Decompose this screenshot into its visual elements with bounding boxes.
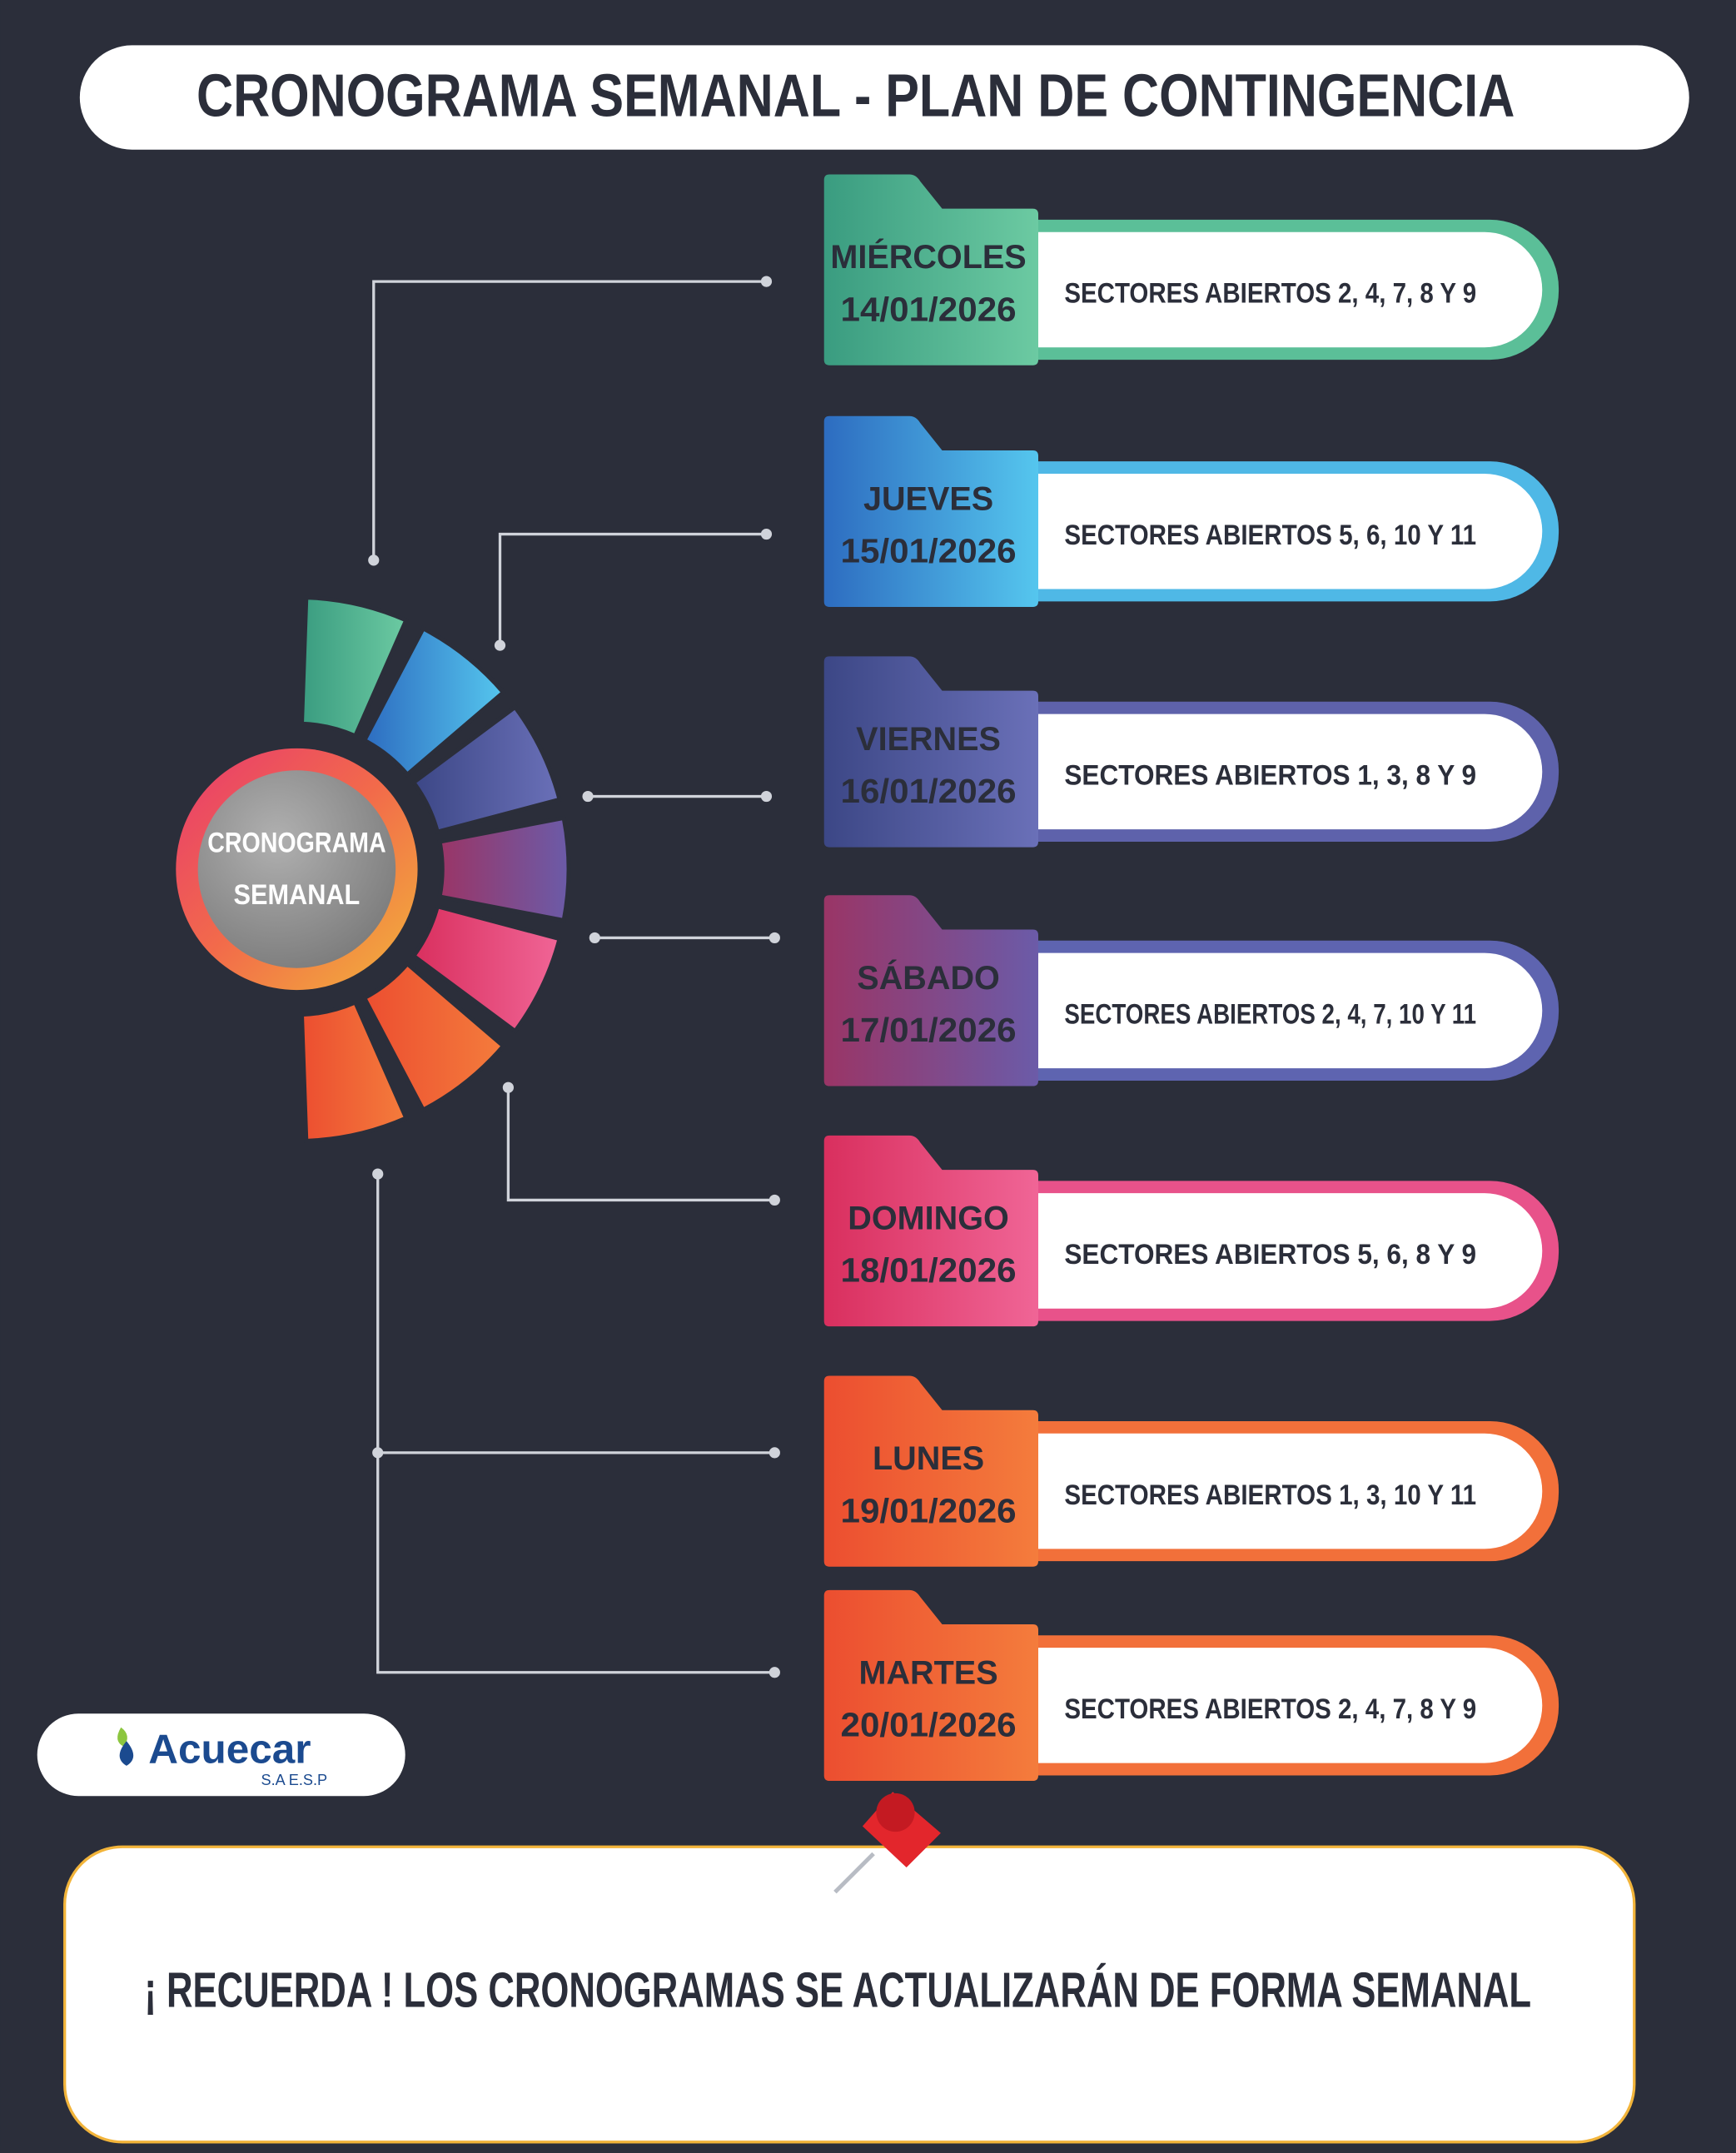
day-row: DOMINGO 18/01/2026 SECTORES ABIERTOS 5, 6,… bbox=[823, 1135, 1559, 1327]
day-row: SÁBADO 17/01/2026 SECTORES ABIERTOS 2, 4, … bbox=[823, 895, 1559, 1086]
reminder-text: ¡ RECUERDA ! LOS CRONOGRAMAS SE ACTUALIZ… bbox=[144, 1962, 1531, 2017]
day-name: DOMINGO bbox=[848, 1201, 1009, 1237]
sectors-pill bbox=[967, 714, 1543, 830]
day-date: 16/01/2026 bbox=[841, 772, 1017, 810]
day-name: MARTES bbox=[859, 1655, 998, 1692]
sectors-pill bbox=[967, 231, 1543, 348]
center-disc bbox=[197, 770, 396, 968]
day-date: 19/01/2026 bbox=[841, 1491, 1017, 1529]
connectors bbox=[372, 280, 775, 1674]
sectors-pill bbox=[967, 1193, 1543, 1309]
date-folder bbox=[823, 1135, 1039, 1327]
date-folder bbox=[823, 1375, 1039, 1567]
logo-leaf bbox=[117, 1727, 127, 1747]
day-name: VIERNES bbox=[856, 721, 1001, 758]
day-date: 14/01/2026 bbox=[841, 290, 1017, 328]
wheel-segment bbox=[299, 595, 410, 739]
day-row: MIÉRCOLES 14/01/2026 SECTORES ABIERTOS 2, … bbox=[823, 174, 1559, 365]
logo-name: Acuecar bbox=[148, 1726, 311, 1772]
center-label: CRONOGRAMA bbox=[207, 827, 386, 858]
sectors-text: SECTORES ABIERTOS 2, 4, 7, 8 Y 9 bbox=[1064, 1693, 1476, 1725]
wheel-segment bbox=[361, 961, 506, 1113]
sectors-text: SECTORES ABIERTOS 5, 6, 10 Y 11 bbox=[1064, 520, 1476, 551]
title-pill bbox=[79, 45, 1689, 150]
day-row: MARTES 20/01/2026 SECTORES ABIERTOS 2, 4, … bbox=[823, 1589, 1559, 1782]
sectors-text: SECTORES ABIERTOS 1, 3, 8 Y 9 bbox=[1064, 760, 1476, 792]
day-name: MIÉRCOLES bbox=[830, 239, 1026, 276]
date-folder bbox=[823, 656, 1039, 848]
day-date: 20/01/2026 bbox=[841, 1706, 1017, 1744]
day-row: JUEVES 15/01/2026 SECTORES ABIERTOS 5, 6, … bbox=[823, 415, 1559, 607]
title: CRONOGRAMA SEMANAL - PLAN DE CONTINGENCI… bbox=[196, 62, 1515, 130]
sectors-text: SECTORES ABIERTOS 2, 4, 7, 8 Y 9 bbox=[1064, 278, 1476, 310]
connector-dots bbox=[368, 276, 780, 1678]
date-folder bbox=[823, 1589, 1039, 1782]
day-date: 15/01/2026 bbox=[841, 532, 1017, 570]
wheel-segment bbox=[361, 625, 506, 778]
date-folder bbox=[823, 174, 1039, 365]
day-name: LUNES bbox=[873, 1440, 984, 1477]
wheel bbox=[299, 595, 571, 1143]
day-row: VIERNES 16/01/2026 SECTORES ABIERTOS 1, 3,… bbox=[823, 656, 1559, 848]
wheel-segment bbox=[410, 903, 563, 1034]
day-name: SÁBADO bbox=[857, 960, 1000, 997]
day-date: 18/01/2026 bbox=[841, 1251, 1017, 1290]
sectors-text: SECTORES ABIERTOS 5, 6, 8 Y 9 bbox=[1064, 1239, 1476, 1270]
wheel-segment bbox=[437, 815, 571, 923]
sectors-pill bbox=[967, 473, 1543, 589]
center-label: SEMANAL bbox=[234, 879, 361, 911]
wheel-segment bbox=[299, 999, 410, 1143]
day-name: JUEVES bbox=[863, 480, 993, 517]
logo-drop bbox=[119, 1741, 134, 1766]
reminder-box bbox=[63, 1845, 1636, 2144]
sectors-text: SECTORES ABIERTOS 2, 4, 7, 10 Y 11 bbox=[1064, 999, 1476, 1031]
date-folder bbox=[823, 415, 1039, 607]
logo-pill bbox=[37, 1713, 405, 1797]
sectors-text: SECTORES ABIERTOS 1, 3, 10 Y 11 bbox=[1064, 1479, 1476, 1511]
date-folder bbox=[823, 895, 1039, 1086]
day-row: LUNES 19/01/2026 SECTORES ABIERTOS 1, 3, 1… bbox=[823, 1375, 1559, 1567]
logo-subtitle: S.A E.S.P bbox=[261, 1772, 328, 1788]
sectors-pill bbox=[967, 952, 1543, 1069]
wheel-segment bbox=[410, 704, 563, 835]
sectors-pill bbox=[967, 1648, 1543, 1763]
sectors-pill bbox=[967, 1433, 1543, 1549]
schedule: MIÉRCOLES 14/01/2026 SECTORES ABIERTOS 2, … bbox=[823, 174, 1559, 1782]
day-date: 17/01/2026 bbox=[841, 1011, 1017, 1049]
pushpin bbox=[833, 1792, 941, 1894]
